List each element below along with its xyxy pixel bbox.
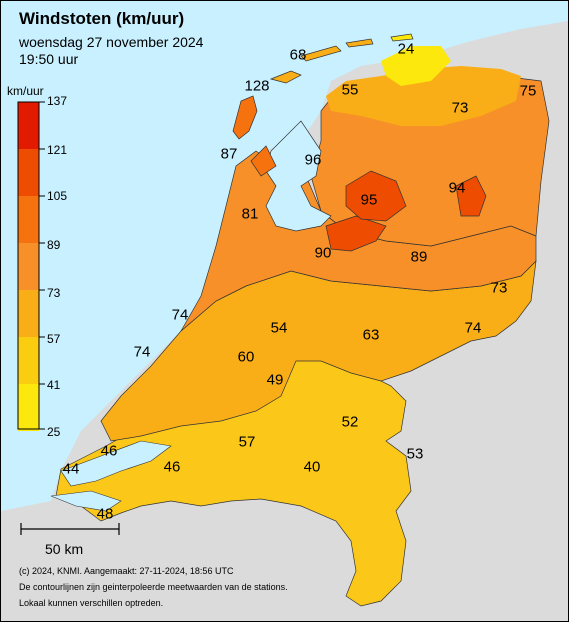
ameland <box>345 38 374 48</box>
legend-color-band <box>18 149 39 196</box>
station-value-label: 81 <box>241 205 259 223</box>
station-value-label: 44 <box>62 460 80 478</box>
den-helder-high <box>250 145 277 177</box>
station-value-label: 87 <box>220 145 238 163</box>
station-value-label: 74 <box>171 306 189 324</box>
station-value-label: 75 <box>519 82 537 100</box>
station-value-label: 60 <box>237 348 255 366</box>
terschelling <box>300 45 342 62</box>
station-value-label: 53 <box>406 445 424 463</box>
legend-unit: km/uur <box>7 84 44 98</box>
station-value-label: 63 <box>362 326 380 344</box>
legend-tick-label: 41 <box>47 378 61 392</box>
station-value-label: 74 <box>133 343 151 361</box>
westerschelde <box>50 490 122 512</box>
station-value-label: 24 <box>397 40 415 58</box>
station-value-label: 49 <box>266 371 284 389</box>
station-value-label: 55 <box>341 81 359 99</box>
station-value-label: 94 <box>448 179 466 197</box>
station-value-label: 95 <box>360 191 378 209</box>
legend-tick-label: 57 <box>47 332 61 346</box>
station-value-label: 96 <box>304 151 322 169</box>
legend-tick-label: 89 <box>47 238 61 252</box>
map-time: 19:50 uur <box>19 51 79 67</box>
zeeland-water <box>60 440 172 487</box>
ijsselmeer <box>265 120 332 232</box>
legend-color-band <box>18 290 39 337</box>
scalebar-label: 50 km <box>45 541 84 557</box>
station-value-label: 46 <box>100 442 118 460</box>
station-value-label: 90 <box>314 244 332 262</box>
north-sea <box>1 1 568 511</box>
station-value-label: 48 <box>96 505 114 523</box>
schiermonnikoog <box>390 33 414 42</box>
station-value-label: 89 <box>410 248 428 266</box>
legend-tick-label: 121 <box>47 143 68 157</box>
legend-outline <box>17 101 40 430</box>
map-title: Windstoten (km/uur) <box>19 9 185 28</box>
vlieland <box>269 70 302 84</box>
station-value-label: 74 <box>464 319 482 337</box>
drenthe-high <box>455 175 487 217</box>
station-value-label: 128 <box>244 77 270 95</box>
legend-colorbar <box>17 101 45 431</box>
station-value-label: 73 <box>490 279 508 297</box>
legend-color-band <box>18 196 39 243</box>
station-value-label: 40 <box>303 458 321 476</box>
flevoland-high <box>325 215 387 252</box>
legend-color-band <box>18 243 39 290</box>
legend-tick-label: 137 <box>47 94 68 108</box>
station-value-label: 54 <box>270 319 288 337</box>
legend-tick-label: 25 <box>47 425 61 439</box>
station-value-label: 68 <box>289 46 307 64</box>
station-value-label: 73 <box>451 99 469 117</box>
station-value-label: 46 <box>163 458 181 476</box>
legend-tick-label: 73 <box>47 286 61 300</box>
footer-copyright: (c) 2024, KNMI. Aangemaakt: 27-11-2024, … <box>19 566 234 576</box>
station-value-label: 52 <box>341 413 359 431</box>
footer-note-contours: De contourlijnen zijn geinterpoleerde me… <box>19 582 288 592</box>
legend-color-band <box>18 384 39 431</box>
legend-color-band <box>18 337 39 384</box>
legend-color-band <box>18 102 39 149</box>
noordoostpolder-high <box>345 170 407 222</box>
map-date: woensdag 27 november 2024 <box>19 34 204 50</box>
legend-tick-label: 105 <box>47 189 68 203</box>
station-value-label: 57 <box>238 433 256 451</box>
land-north-orange-band <box>326 66 521 126</box>
land-north-yellow <box>381 46 451 86</box>
footer-note-local: Lokaal kunnen verschillen optreden. <box>19 598 164 608</box>
texel <box>232 95 258 140</box>
